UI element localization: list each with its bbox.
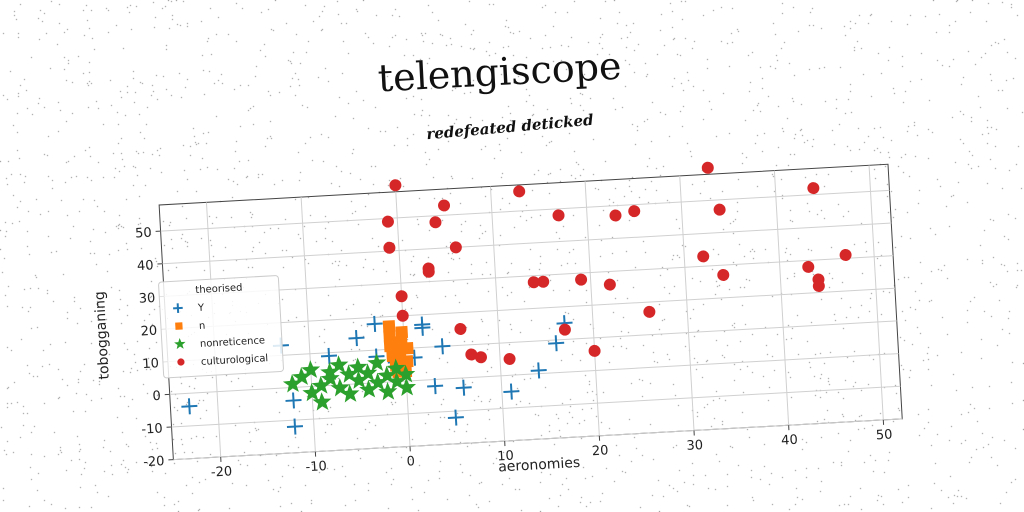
culturological-point: [438, 199, 451, 212]
y-point: [530, 362, 547, 379]
culturological-point: [701, 161, 714, 174]
y-point: [503, 383, 520, 400]
culturological-point: [429, 216, 442, 229]
x-gridline: [680, 176, 694, 431]
x-tick-label: 0: [406, 454, 415, 469]
y-point: [414, 319, 431, 336]
legend-marker: [175, 322, 183, 330]
y-tick-label: 40: [137, 258, 154, 274]
culturological-point: [454, 323, 467, 336]
culturological-point: [713, 203, 726, 216]
culturological-point: [628, 205, 641, 218]
x-tick-label: -10: [305, 459, 327, 475]
x-gridline: [585, 181, 599, 436]
y-point: [455, 379, 472, 396]
culturological-point: [396, 309, 409, 322]
y-point: [348, 330, 365, 347]
y-point: [181, 398, 198, 415]
culturological-point: [575, 273, 588, 286]
x-tick-label: 50: [875, 427, 892, 443]
culturological-point: [717, 269, 730, 282]
culturological-point: [697, 250, 710, 263]
y-gridline: [162, 223, 891, 264]
y-tick-label: 0: [152, 389, 161, 404]
legend-label: n: [199, 321, 206, 332]
culturological-point: [382, 215, 395, 228]
y-point: [548, 335, 565, 352]
x-tick-label: 20: [592, 443, 609, 459]
culturological-point: [503, 353, 516, 366]
n-point: [395, 326, 408, 339]
culturological-point: [395, 290, 408, 303]
y-gridline: [172, 386, 901, 427]
y-gridline: [161, 190, 890, 231]
n-point: [401, 342, 414, 355]
culturological-point: [450, 241, 463, 254]
culturological-point: [383, 241, 396, 254]
y-point: [321, 348, 338, 365]
culturological-point: [513, 185, 526, 198]
y-tick-label: 10: [142, 356, 159, 372]
x-gridline: [301, 197, 315, 452]
x-gridline: [869, 165, 883, 420]
culturological-point: [807, 182, 820, 195]
culturological-point: [559, 323, 572, 336]
y-point: [434, 338, 451, 355]
y-point: [285, 392, 302, 409]
culturological-point: [389, 179, 402, 192]
culturological-point: [604, 278, 617, 291]
culturological-point: [802, 261, 815, 274]
x-tick-label: 40: [781, 433, 798, 449]
culturological-point: [552, 209, 565, 222]
y-tick-label: 50: [135, 226, 152, 242]
x-axis-label: aeronomies: [498, 455, 581, 476]
y-tick-label: 20: [140, 324, 157, 340]
culturological-point: [537, 275, 550, 288]
y-tick-label: -20: [143, 454, 165, 470]
culturological-point: [609, 209, 622, 222]
legend: theorised Yn nonreticence culturological: [158, 275, 283, 378]
culturological-point: [839, 249, 852, 262]
y-axis-label: tobogganing: [92, 291, 113, 380]
culturological-point: [643, 306, 656, 319]
x-gridline: [774, 171, 788, 426]
x-tick-label: -20: [211, 464, 233, 480]
y-tick-label: 30: [138, 291, 155, 307]
culturological-point: [588, 345, 601, 358]
x-gridline: [490, 186, 504, 441]
y-tick-label: -10: [141, 421, 163, 437]
x-tick-label: 30: [686, 438, 703, 454]
